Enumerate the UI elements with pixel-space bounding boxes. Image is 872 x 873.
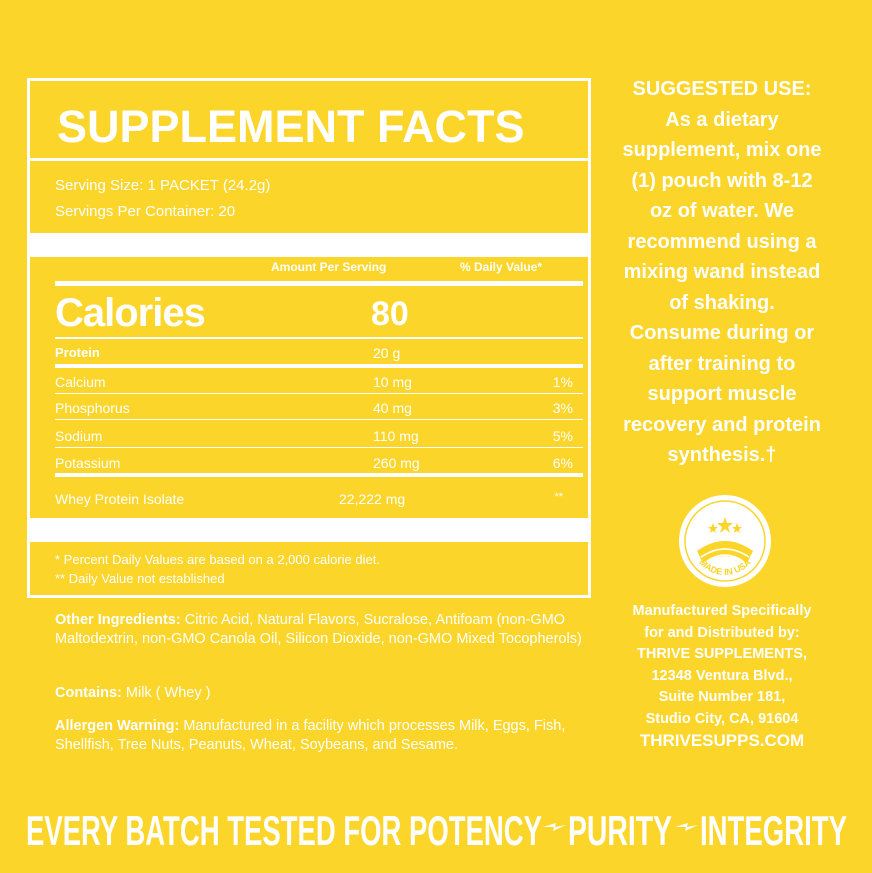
serving-size: Serving Size: 1 PACKET (24.2g): [55, 177, 271, 194]
servings-per-container: Servings Per Container: 20: [55, 203, 236, 220]
nutrient-dv: 3%: [552, 400, 573, 416]
nutrient-amount: 22,222 mg: [339, 491, 406, 507]
divider: [30, 518, 588, 542]
other-ingredients: Other Ingredients: Citric Acid, Natural …: [55, 611, 585, 649]
footnote: ** Daily Value not established: [55, 571, 225, 586]
nutrient-amount: 40 mg: [373, 400, 412, 416]
footnote: * Percent Daily Values are based on a 2,…: [55, 552, 380, 567]
label: Contains:: [55, 685, 122, 701]
made-in-usa-badge: MADE IN USA: [679, 495, 771, 587]
allergen-warning: Allergen Warning: Manufactured in a faci…: [55, 717, 585, 755]
suggested-use-line: supplement, mix one: [622, 139, 822, 161]
lightning: [543, 823, 566, 831]
facts-panel: SUPPLEMENT FACTS Serving Size: 1 PACKET …: [27, 78, 591, 598]
nutrient-dv: 6%: [552, 455, 573, 471]
nutrient-dv: 1%: [552, 374, 573, 390]
nutrient-name: Protein: [55, 345, 100, 360]
banner-text: EVERY BATCH TESTED FOR POTENCY: [26, 807, 542, 854]
suggested-use: SUGGESTED USE: As a dietary supplement, m…: [598, 74, 846, 471]
suggested-use-line: synthesis.†: [667, 444, 777, 466]
header-dv: % Daily Value*: [460, 260, 543, 274]
nutrient-name: Phosphorus: [55, 400, 130, 416]
manufacturer-line: Manufactured Specifically: [632, 603, 812, 619]
nutrient-name: Whey Protein Isolate: [55, 491, 185, 507]
suggested-use-line: support muscle: [647, 383, 797, 405]
suggested-use-line: of shaking.: [669, 291, 775, 314]
banner-text: INTEGRITY: [700, 807, 847, 854]
divider: [30, 233, 588, 257]
suggested-use-line: (1) pouch with 8-12: [631, 169, 813, 192]
suggested-use-line: oz of water. We: [649, 200, 795, 222]
text: Citric Acid, Natural Flavors, Sucralose,…: [55, 612, 582, 647]
nutrient-amount: 20 g: [373, 345, 401, 361]
divider: [55, 281, 583, 286]
nutrient-dv: **: [554, 491, 563, 503]
nutrient-amount: 110 mg: [373, 428, 419, 444]
divider: [55, 364, 583, 368]
manufacturer-line: for and Distributed by:: [644, 624, 800, 641]
nutrient-name: Sodium: [55, 428, 103, 444]
suggested-use-line: As a dietary: [665, 108, 779, 131]
lightning: [675, 823, 698, 831]
nutrient-amount: 260 mg: [373, 455, 420, 471]
nutrient-dv: 5%: [552, 428, 573, 444]
label: Other Ingredients:: [55, 612, 181, 628]
header-amount: Amount Per Serving: [271, 260, 387, 274]
nutrient-amount: 10 mg: [373, 374, 412, 390]
suggested-use-title: SUGGESTED USE:: [632, 78, 812, 100]
banner-text: PURITY: [568, 807, 672, 854]
facts-title: SUPPLEMENT FACTS: [57, 101, 525, 152]
divider: [55, 393, 583, 394]
suggested-use-line: mixing wand instead: [623, 261, 821, 283]
suggested-use-line: after training to: [648, 352, 796, 375]
manufacturer-line: Suite Number 181,: [658, 689, 786, 705]
nutrient-name: Calcium: [55, 374, 106, 390]
suggested-use-line: recovery and protein: [623, 413, 821, 436]
calories-value: 80: [371, 295, 409, 333]
banner: EVERY BATCH TESTED FOR POTENCY PURITY IN…: [26, 807, 847, 854]
nutrient-name: Potassium: [55, 455, 121, 471]
text: Manufactured in a facility which process…: [55, 718, 566, 753]
divider: [55, 337, 583, 339]
manufacturer-line: Studio City, CA, 91604: [645, 710, 799, 727]
manufacturer-line: THRIVE SUPPLEMENTS,: [637, 646, 807, 662]
suggested-use-line: Consume during or: [629, 322, 815, 344]
manufacturer-line: 12348 Ventura Blvd.,: [651, 667, 793, 684]
divider: [30, 158, 588, 161]
website: THRIVESUPPS.COM: [639, 731, 805, 750]
text: Milk ( Whey ): [121, 685, 211, 701]
label: Allergen Warning:: [55, 718, 180, 734]
suggested-use-line: recommend using a: [627, 230, 817, 253]
contains: Contains: Milk ( Whey ): [55, 684, 585, 703]
manufacturer: Manufactured Specifically for and Distrib…: [598, 601, 846, 752]
calories-label: Calories: [55, 291, 206, 335]
divider: [55, 447, 583, 448]
divider: [55, 419, 583, 420]
divider: [55, 473, 583, 477]
